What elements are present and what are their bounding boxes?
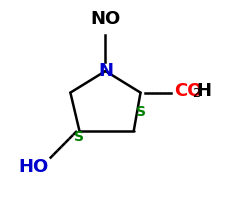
Text: H: H xyxy=(197,82,212,100)
Text: 2: 2 xyxy=(192,87,200,100)
Text: S: S xyxy=(136,105,145,119)
Text: N: N xyxy=(98,62,113,80)
Text: S: S xyxy=(74,130,85,144)
Text: HO: HO xyxy=(18,158,49,176)
Text: NO: NO xyxy=(90,10,121,28)
Text: CO: CO xyxy=(174,82,203,100)
